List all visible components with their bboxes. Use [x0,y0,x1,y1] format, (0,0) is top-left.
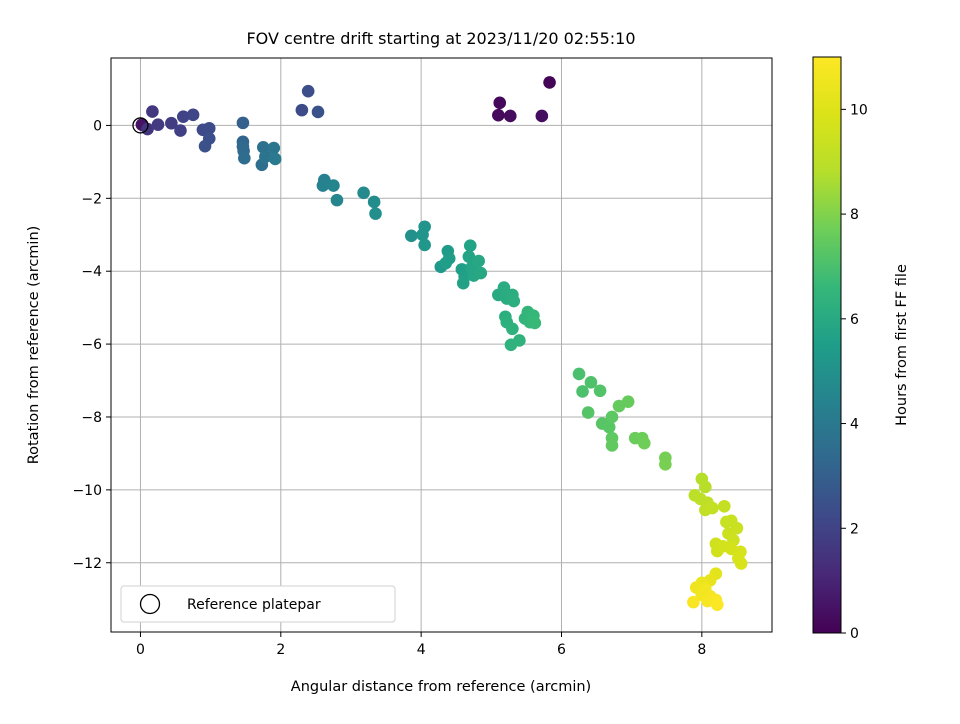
data-point [330,193,344,207]
data-point [186,108,200,122]
data-point [535,109,549,123]
data-point [369,207,382,220]
data-point [311,105,325,119]
data-point [572,367,586,381]
data-point [576,385,589,398]
data-point [146,105,159,118]
reference-platepar-marker [132,117,149,134]
data-point [202,122,216,135]
colorbar-tick-label: 0 [850,626,859,642]
data-point [462,250,476,263]
grid [111,58,772,632]
y-tick-label: 0 [93,118,102,134]
data-point [165,116,178,130]
data-point [416,228,429,242]
data-point [439,256,453,270]
x-axis-label: Angular distance from reference (arcmin) [291,679,591,695]
data-point [507,294,521,308]
data-point [659,458,672,471]
data-point [238,151,251,165]
data-point [418,238,431,252]
legend-marker [139,593,161,615]
data-point [357,186,370,200]
y-axis: 0 −2 −4 −6 −8 −10 −12 [72,118,111,572]
x-tick-label: 4 [417,642,426,658]
data-point [456,276,470,290]
chart-title: FOV centre drift starting at 2023/11/20 … [246,29,635,48]
data-point [405,229,418,243]
x-tick-label: 0 [136,642,145,658]
legend: Reference platepar [120,585,396,623]
data-point [699,480,712,494]
data-point [316,179,330,192]
y-tick-label: −4 [81,264,102,280]
data-point [327,179,340,192]
data-point [687,595,700,609]
y-tick-label: −10 [72,483,102,499]
y-tick-label: −2 [81,191,102,207]
data-point [528,316,542,330]
data-point [236,116,250,130]
data-point [605,410,619,424]
data-point [463,239,477,252]
colorbar-tick-label: 10 [850,102,868,118]
data-point [474,266,488,280]
data-point [717,499,731,513]
data-point [492,108,505,122]
y-tick-label: −6 [81,337,102,353]
data-point [367,195,381,209]
data-point [472,254,485,268]
x-tick-label: 8 [697,642,706,658]
colorbar-gradient [812,56,842,634]
data-point [621,395,635,408]
data-point [268,152,282,166]
colorbar-tick-label: 4 [850,417,859,433]
legend-box [120,585,396,623]
colorbar-ticks: 0 2 4 6 8 10 [841,102,868,642]
points-layer [135,76,748,611]
data-point [493,96,507,110]
data-point [602,420,616,434]
data-point [295,103,309,117]
data-point [267,141,281,155]
data-point [301,84,315,98]
colorbar-tick-label: 2 [850,521,859,537]
x-tick-label: 2 [276,642,285,658]
data-point [584,376,598,389]
colorbar-tick-label: 8 [850,207,859,223]
data-point [513,334,526,347]
colorbar-tick-label: 6 [850,312,859,328]
data-point [710,598,724,611]
data-point [706,501,719,515]
data-point [581,406,595,419]
y-axis-label: Rotation from reference (arcmin) [26,226,42,465]
data-point [734,557,748,570]
data-point [637,436,651,450]
data-point [174,124,187,137]
colorbar: 0 2 4 6 8 10 Hours from first FF file [812,56,910,642]
plot-frame [110,57,773,633]
y-tick-label: −8 [81,410,102,426]
colorbar-label: Hours from first FF file [894,264,910,426]
data-point [503,109,517,123]
data-point [593,384,607,398]
data-point [198,139,212,153]
x-axis: 0 2 4 6 8 [136,632,706,658]
data-point [497,281,511,294]
data-point [605,439,619,452]
data-point [176,110,190,123]
data-point [506,322,519,336]
data-point [259,150,272,164]
data-point [256,140,270,154]
x-tick-label: 6 [557,642,566,658]
data-point [543,76,556,89]
data-point [151,118,165,131]
legend-label: Reference platepar [187,597,321,613]
y-tick-label: −12 [72,556,102,572]
